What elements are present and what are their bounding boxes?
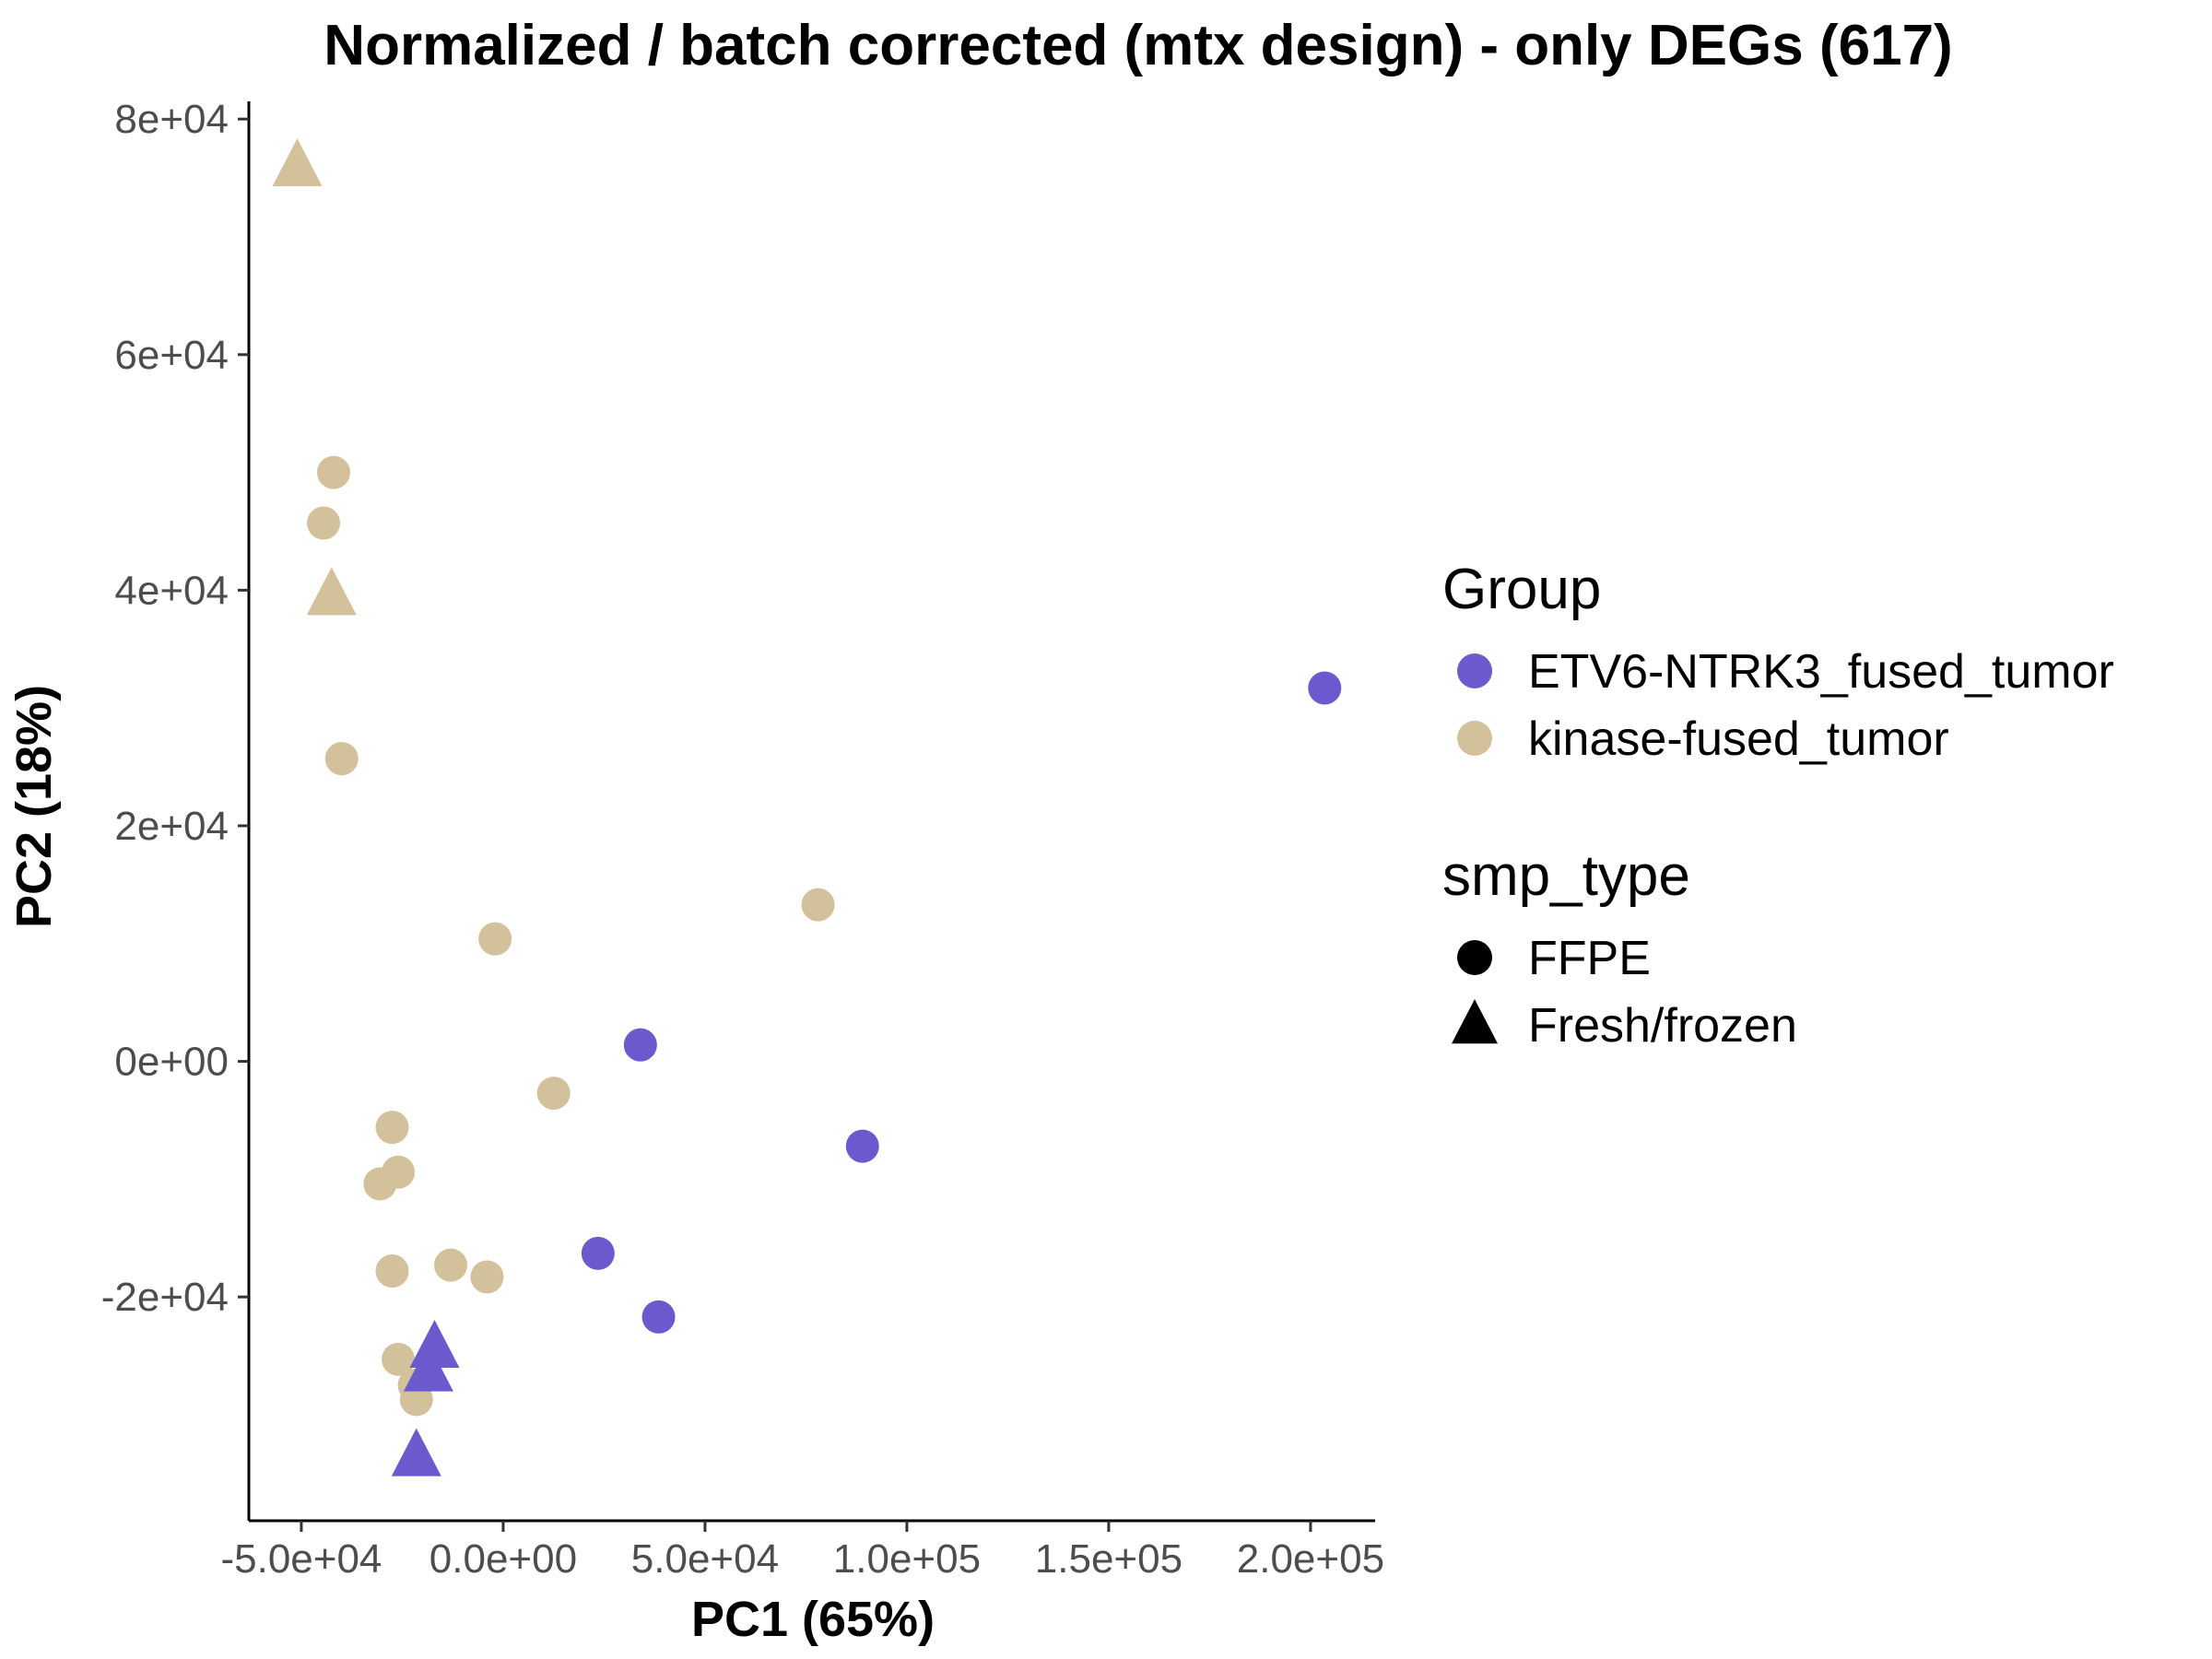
data-point-circle <box>375 1111 409 1145</box>
legend-title: smp_type <box>1442 844 1690 908</box>
data-point-triangle <box>403 1343 453 1392</box>
x-tick-label: -5.0e+04 <box>220 1536 382 1582</box>
y-tick-label: 4e+04 <box>114 568 229 613</box>
data-point-circle <box>433 1248 467 1282</box>
chart-title: Normalized / batch corrected (mtx design… <box>324 14 1952 77</box>
legend: Group ETV6-NTRK3_fused_tumor kinase-fused_… <box>1442 558 2114 1053</box>
data-point-circle <box>478 922 512 956</box>
legend-key-triangle <box>1452 999 1498 1044</box>
data-point-circle <box>581 1236 615 1270</box>
x-tick-label: 2.0e+05 <box>1237 1536 1384 1582</box>
y-tick-label: -2e+04 <box>101 1275 229 1320</box>
y-axis-ticks: -2e+04 0e+00 2e+04 4e+04 6e+04 8e+04 <box>101 97 249 1320</box>
y-tick-label: 8e+04 <box>114 97 229 142</box>
legend-entry-label: ETV6-NTRK3_fused_tumor <box>1528 645 2114 699</box>
y-tick-label: 0e+00 <box>114 1040 229 1085</box>
data-point-triangle <box>391 1428 441 1477</box>
data-point-circle <box>1308 671 1342 705</box>
x-tick-label: 1.0e+05 <box>833 1536 981 1582</box>
legend-entry-label: Fresh/frozen <box>1528 999 1797 1053</box>
data-point-circle <box>375 1254 409 1288</box>
data-point-circle <box>307 506 341 540</box>
data-point-circle <box>316 455 350 489</box>
legend-entry-label: kinase-fused_tumor <box>1528 712 1949 766</box>
data-point-circle <box>363 1167 397 1201</box>
legend-title: Group <box>1442 558 1601 621</box>
legend-entry-label: FFPE <box>1528 932 1651 985</box>
data-point-circle <box>324 742 359 776</box>
x-tick-label: 0.0e+00 <box>429 1536 577 1582</box>
data-points <box>272 138 1342 1477</box>
legend-key-circle <box>1457 653 1492 688</box>
data-point-triangle <box>272 138 323 187</box>
y-tick-label: 2e+04 <box>114 804 229 849</box>
data-point-circle <box>536 1077 571 1111</box>
x-tick-label: 5.0e+04 <box>631 1536 779 1582</box>
y-axis-title: PC2 (18%) <box>6 685 62 928</box>
legend-key-circle <box>1457 940 1492 975</box>
data-point-circle <box>382 1342 416 1376</box>
data-point-circle <box>801 888 835 922</box>
x-tick-label: 1.5e+05 <box>1035 1536 1182 1582</box>
y-tick-label: 6e+04 <box>114 333 229 378</box>
data-point-triangle <box>306 567 357 616</box>
x-axis-ticks: -5.0e+04 0.0e+00 5.0e+04 1.0e+05 1.5e+05 2.0e… <box>220 1521 1384 1582</box>
data-point-circle <box>641 1300 676 1334</box>
data-point-circle <box>623 1028 657 1062</box>
data-point-circle <box>470 1260 504 1294</box>
legend-key-circle <box>1457 721 1492 756</box>
data-point-circle <box>845 1129 879 1163</box>
x-axis-title: PC1 (65%) <box>691 1592 935 1647</box>
